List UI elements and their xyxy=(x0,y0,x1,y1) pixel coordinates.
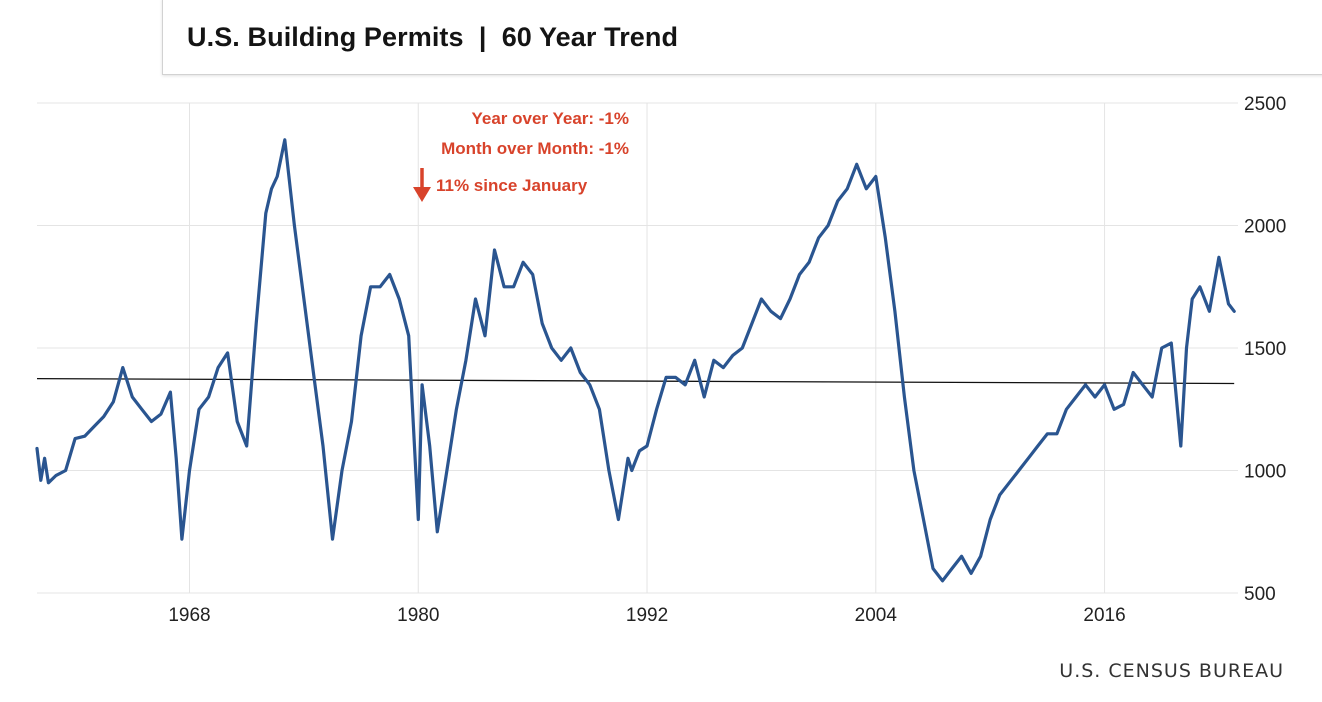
trend-line xyxy=(36,377,1235,385)
series-line-building-permits xyxy=(35,138,1236,583)
chart-title: U.S. Building Permits | 60 Year Trend xyxy=(187,22,679,52)
trend-line-group xyxy=(36,377,1235,385)
x-tick-label: 2016 xyxy=(1083,605,1125,626)
y-tick-label: 1000 xyxy=(1244,462,1286,483)
down-arrow-icon xyxy=(413,168,431,202)
x-tick-label: 1968 xyxy=(168,605,210,626)
gridlines xyxy=(37,102,1238,594)
x-tick-label: 2004 xyxy=(855,605,898,626)
y-tick-label: 2500 xyxy=(1244,94,1286,115)
axis-ticks: 500 1000 1500 2000 2500 1968 1980 1992 2004 2016 xyxy=(168,94,1286,626)
y-tick-label: 1500 xyxy=(1244,339,1286,360)
annotation-ytd: 11% since January xyxy=(436,176,588,195)
source-label: U.S. CENSUS BUREAU xyxy=(1059,660,1284,682)
annotation-group: Year over Year: -1% Month over Month: -1… xyxy=(413,109,629,202)
x-tick-label: 1980 xyxy=(397,605,439,626)
annotation-yoy: Year over Year: -1% xyxy=(471,109,629,128)
y-tick-label: 2000 xyxy=(1244,217,1286,238)
title-panel: U.S. Building Permits | 60 Year Trend xyxy=(162,0,1322,75)
y-tick-label: 500 xyxy=(1244,584,1276,605)
annotation-mom: Month over Month: -1% xyxy=(441,139,629,158)
series-group xyxy=(35,138,1236,583)
x-tick-label: 1992 xyxy=(626,605,668,626)
